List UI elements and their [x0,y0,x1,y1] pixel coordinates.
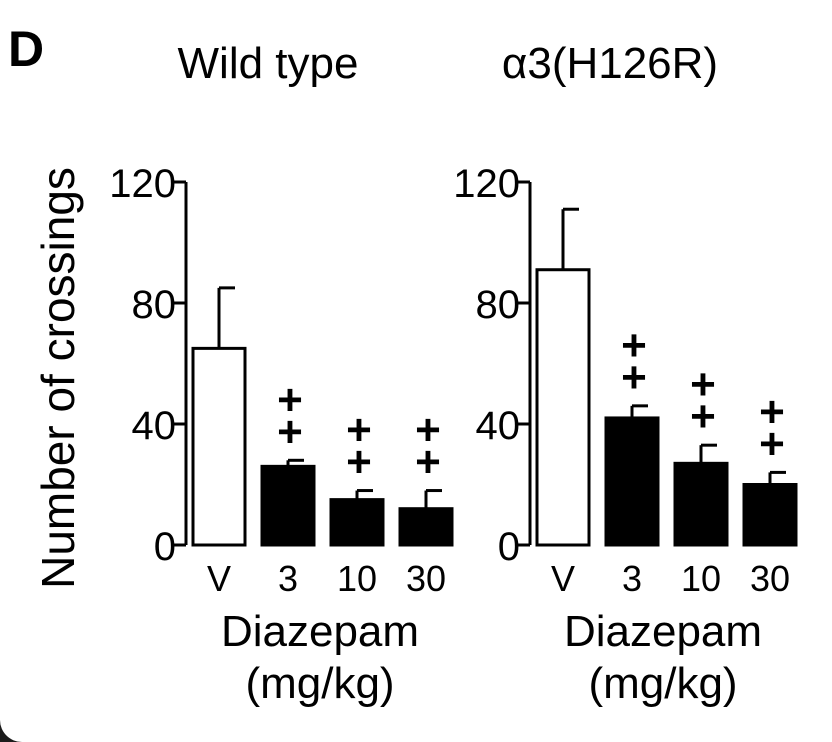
chart-0-bar-3 [398,507,454,547]
chart-1-significance-mark-1-1: + [621,321,647,370]
chart-1-x-axis-label: Diazepam [564,607,762,656]
chart-0-x-tick-label-2: 10 [337,558,377,599]
chart-1-title: α3(H126R) [502,39,718,88]
chart-1-y-tick-label-2: 80 [476,283,521,327]
chart-0-y-tick-label-1: 40 [132,404,177,448]
chart-0-significance-mark-1-1: + [277,375,303,424]
chart-1-significance-mark-3-1: + [759,387,785,436]
chart-1-bar-2 [673,461,729,547]
chart-1-significance-mark-2-0: + [690,392,716,441]
chart-1-significance-mark-2-1: + [690,360,716,409]
chart-0-y-tick-label-0: 0 [154,525,176,569]
chart-1-x-tick-label-0: V [551,558,575,599]
chart-0-significance-mark-3-1: + [415,406,441,455]
chart-1-y-tick-label-3: 120 [453,162,520,206]
chart-0-x-axis-unit: (mg/kg) [245,659,394,708]
chart-1-y-tick-label-0: 0 [498,525,520,569]
chart-0-bar-2 [329,498,385,547]
chart-0-x-tick-label-0: V [207,558,231,599]
chart-0-x-tick-label-1: 3 [278,558,298,599]
chart-0-x-axis-label: Diazepam [221,607,419,656]
chart-0-x-tick-label-3: 30 [406,558,446,599]
chart-1-x-tick-label-2: 10 [681,558,721,599]
chart-1-x-tick-label-1: 3 [622,558,642,599]
chart-1-x-tick-label-3: 30 [750,558,790,599]
chart-0-significance-mark-1-0: + [277,407,303,456]
chart-1-bar-1 [604,416,660,547]
chart-1-significance-mark-3-0: + [759,419,785,468]
chart-0-bar-0 [191,346,247,547]
y-axis-label: Number of crossings [32,167,84,589]
chart-1-y-tick-label-1: 40 [476,404,521,448]
chart-1-x-axis-unit: (mg/kg) [588,659,737,708]
chart-1-bar-0 [535,268,591,547]
chart-0-significance-mark-2-1: + [346,406,372,455]
panel-label: D [8,21,44,77]
chart-0-title: Wild type [178,39,359,88]
chart-0-bar-1 [260,464,316,547]
chart-0-significance-mark-3-0: + [415,438,441,487]
chart-1-significance-mark-1-0: + [621,353,647,402]
chart-1-bar-3 [742,483,798,547]
chart-0-y-tick-label-3: 120 [109,162,176,206]
chart-0-significance-mark-2-0: + [346,438,372,487]
chart-0-y-tick-label-2: 80 [132,283,177,327]
